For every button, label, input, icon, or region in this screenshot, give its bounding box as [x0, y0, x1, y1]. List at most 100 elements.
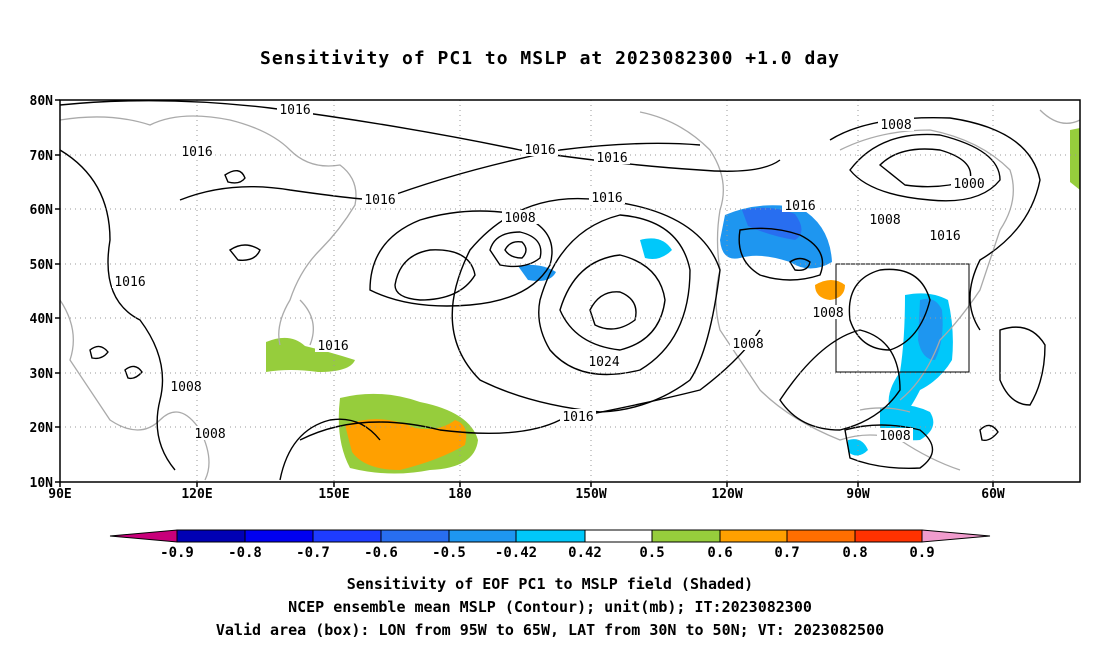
contour-line	[559, 254, 666, 351]
caption-line-3: Valid area (box): LON from 95W to 65W, L…	[215, 621, 885, 639]
colorbar-cell	[515, 529, 586, 543]
contour-label-bg	[782, 198, 818, 212]
colorbar-label: -0.8	[228, 545, 262, 561]
lat-tick-label: 60N	[30, 203, 54, 218]
contour-line	[848, 268, 931, 351]
colorbar-label: -0.42	[495, 545, 537, 561]
contour-label: 1016	[364, 193, 395, 208]
contour-label-bg	[589, 190, 625, 204]
contour-label: 1024	[588, 355, 619, 370]
coastline	[839, 129, 1014, 401]
contour-label: 1008	[732, 337, 763, 352]
caption-line-2: NCEP ensemble mean MSLP (Contour); unit(…	[288, 598, 812, 616]
contour-line	[59, 99, 781, 172]
contour-label: 1016	[181, 145, 212, 160]
contour-line	[589, 291, 637, 330]
shade-patch	[815, 280, 845, 300]
colorbar-label: 0.42	[568, 545, 602, 561]
contour-label-bg	[362, 192, 398, 206]
contour-label-bg	[877, 428, 913, 442]
shade-patch	[918, 298, 943, 360]
colorbar-cell	[786, 529, 856, 543]
lon-tick-label: 60W	[981, 487, 1005, 502]
lat-tick-label: 20N	[30, 421, 54, 436]
colorbar-label: -0.5	[432, 545, 466, 561]
contour-label: 1008	[504, 211, 535, 226]
contour-line	[228, 244, 261, 261]
shade-patch	[518, 264, 556, 281]
contour-label: 1016	[591, 191, 622, 206]
contour-label-bg	[927, 228, 963, 242]
shade-patch	[640, 238, 672, 259]
contour-label: 1008	[879, 429, 910, 444]
lon-tick-label: 120E	[181, 487, 212, 502]
contour-label-bg	[277, 102, 313, 116]
contour-label-bg	[502, 210, 538, 224]
colorbar-cell	[176, 529, 246, 543]
contour-line	[394, 249, 476, 301]
colorbar-cell	[854, 529, 923, 543]
contour-line	[999, 326, 1046, 406]
shade-patch	[266, 337, 355, 372]
contour-line	[89, 345, 109, 360]
contour-labels: 1016 1016 1016 1016 1016 1016 1016 1016 1016 1016…	[112, 102, 987, 444]
contour-line	[979, 424, 999, 442]
colorbar-cell	[921, 529, 991, 543]
contour-label: 1008	[170, 380, 201, 395]
contour-label: 1016	[784, 199, 815, 214]
contour-label: 1016	[114, 275, 145, 290]
caption-line-1: Sensitivity of EOF PC1 to MSLP field (Sh…	[346, 575, 754, 593]
shade-patch	[345, 419, 467, 470]
contour-line	[844, 424, 934, 469]
contour-label: 1008	[869, 213, 900, 228]
contour-label-bg	[586, 354, 622, 368]
lat-tick-label: 40N	[30, 312, 54, 327]
contour-label-bg	[192, 426, 228, 440]
colorbar-cell	[584, 529, 653, 543]
contour-label-bg	[867, 212, 903, 226]
colorbar: -0.9 -0.8 -0.7 -0.6 -0.5 -0.42 0.42 0.5 0.6 0.7 0.…	[109, 529, 991, 561]
contour-label: 1016	[317, 339, 348, 354]
map-title: Sensitivity of PC1 to MSLP at 2023082300…	[259, 48, 840, 69]
mslp-contours	[59, 99, 1046, 481]
coastline	[299, 299, 314, 346]
contour-label: 1016	[562, 410, 593, 425]
contour-label-bg	[315, 338, 351, 352]
contour-line	[504, 240, 527, 259]
colorbar-cell	[719, 529, 788, 543]
lon-tick-label: 120W	[711, 487, 742, 502]
colorbar-cell	[380, 529, 450, 543]
coastline	[59, 115, 357, 346]
contour-line	[489, 231, 542, 268]
contour-line	[779, 329, 901, 431]
colorbar-label: -0.7	[296, 545, 330, 561]
contour-label: 1016	[929, 229, 960, 244]
contour-label: 1008	[880, 118, 911, 133]
lon-tick-label: 180	[448, 487, 472, 502]
contour-label: 1000	[953, 177, 984, 192]
colorbar-label: -0.9	[160, 545, 194, 561]
colorbar-label: 0.8	[842, 545, 867, 561]
lat-tick-label: 70N	[30, 149, 54, 164]
contour-line	[59, 149, 176, 471]
coastline	[1039, 109, 1081, 124]
shade-patch	[848, 439, 868, 456]
contour-label-bg	[112, 274, 148, 288]
contour-line	[369, 210, 553, 307]
lat-tick-label: 10N	[30, 476, 54, 491]
contour-line	[124, 365, 143, 380]
contour-line	[224, 170, 246, 184]
lat-tick-label: 30N	[30, 367, 54, 382]
colorbar-cell	[651, 529, 721, 543]
contour-line	[538, 214, 691, 376]
contour-label-bg	[179, 144, 215, 158]
contour-label-bg	[560, 409, 596, 423]
shade-patch	[1070, 128, 1080, 190]
contour-label-bg	[878, 117, 914, 131]
colorbar-cell	[312, 529, 382, 543]
lat-tick-label: 50N	[30, 258, 54, 273]
colorbar-cell	[244, 529, 314, 543]
colorbar-label: 0.5	[639, 545, 664, 561]
